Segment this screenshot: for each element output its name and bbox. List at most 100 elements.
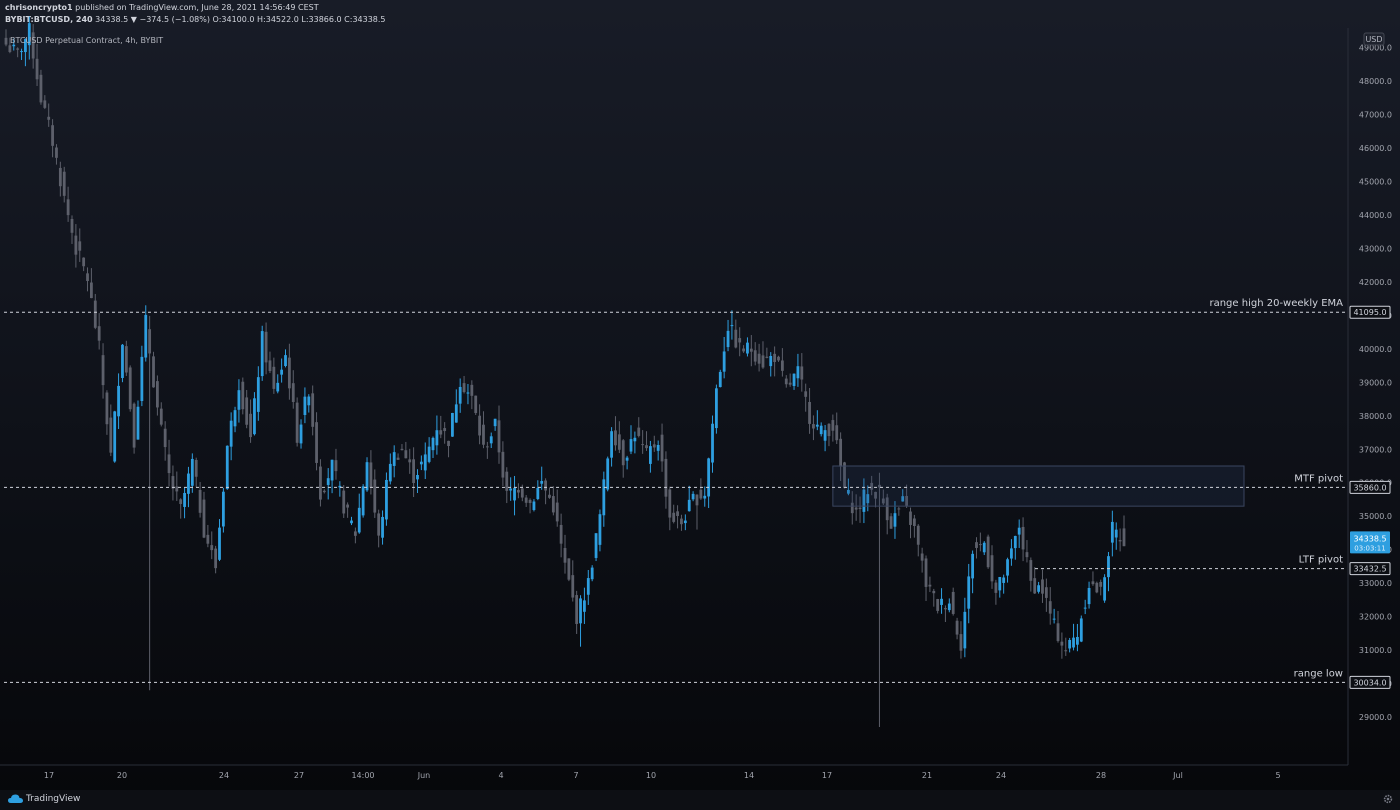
- candle: [416, 469, 419, 494]
- levels-layer: range high 20-weekly EMA MTF pivot LTF piv…: [4, 298, 1346, 683]
- time-axis[interactable]: 17 20 24 27 14:00 Jun 4 7 10 14 17 21 24 28 Jul 5: [0, 764, 1348, 780]
- candle: [517, 483, 520, 499]
- candle-body: [51, 125, 54, 146]
- candle: [994, 579, 998, 605]
- candle-body: [975, 542, 978, 548]
- candle-body: [78, 241, 82, 251]
- candle: [1033, 567, 1037, 594]
- candle-body: [396, 457, 400, 460]
- candle-body: [311, 393, 315, 427]
- candle: [971, 550, 975, 594]
- candle: [780, 348, 784, 377]
- candle: [916, 524, 920, 557]
- candle: [707, 457, 711, 509]
- candle: [90, 268, 93, 299]
- candle: [256, 366, 260, 421]
- candle: [326, 468, 330, 500]
- candle: [62, 166, 66, 203]
- candle: [905, 484, 909, 508]
- candle: [171, 465, 175, 501]
- candle-body: [155, 381, 159, 408]
- candle: [555, 489, 559, 527]
- candle: [536, 480, 540, 501]
- candlestick-chart[interactable]: range high 20-weekly EMA MTF pivot LTF piv…: [0, 0, 1400, 790]
- x-tick-label: 24: [996, 771, 1006, 780]
- candle-body: [392, 452, 396, 466]
- candle: [272, 357, 276, 394]
- candle: [815, 410, 819, 431]
- candle: [353, 527, 357, 544]
- candle: [695, 494, 699, 530]
- candle-body: [284, 355, 287, 367]
- candle-body: [590, 567, 594, 580]
- candle-body: [947, 603, 951, 611]
- candle-body: [714, 388, 718, 429]
- footer-bar: TradingView: [0, 790, 1400, 810]
- candle: [551, 486, 555, 516]
- candle-body: [1044, 587, 1048, 598]
- candle-body: [1052, 618, 1056, 620]
- candle-body: [443, 428, 447, 432]
- candle: [936, 598, 940, 614]
- candle-body: [27, 23, 31, 46]
- candle-body: [520, 488, 524, 498]
- candle-body: [668, 489, 672, 518]
- candle: [377, 509, 381, 548]
- y-tick-label: 44000.0: [1359, 211, 1392, 220]
- down-arrow-icon: ▼: [130, 15, 137, 24]
- candle: [571, 560, 575, 602]
- level-label: range high 20-weekly EMA: [1209, 298, 1343, 309]
- candle: [408, 448, 412, 474]
- candle: [74, 224, 78, 268]
- candle: [1064, 637, 1068, 656]
- candle-body: [621, 440, 625, 466]
- candle: [598, 509, 602, 552]
- candle: [645, 431, 648, 451]
- publisher-name[interactable]: chrisoncrypto1: [5, 3, 73, 12]
- candle-body: [466, 392, 470, 394]
- candle-body: [532, 501, 536, 510]
- gear-icon[interactable]: [1382, 793, 1394, 805]
- candle: [31, 24, 35, 69]
- candle: [214, 545, 218, 574]
- candle-body: [388, 463, 392, 482]
- candle: [284, 349, 287, 368]
- candle: [287, 343, 291, 400]
- candle-body: [1068, 639, 1072, 649]
- candle: [1087, 581, 1091, 609]
- candle-body: [291, 383, 295, 403]
- candle: [878, 472, 881, 727]
- x-tick-label: 17: [44, 771, 54, 780]
- candle-body: [1110, 521, 1114, 543]
- candle-body: [645, 445, 648, 449]
- candle-body: [594, 533, 598, 558]
- candle: [602, 471, 606, 527]
- candle: [311, 385, 315, 436]
- candle: [734, 319, 738, 349]
- candle: [850, 491, 854, 525]
- candle: [458, 378, 462, 413]
- candle-body: [458, 386, 462, 404]
- x-tick-label: 28: [1096, 771, 1106, 780]
- candle-body: [260, 331, 264, 377]
- tradingview-logo[interactable]: TradingView: [8, 794, 80, 804]
- candle: [346, 502, 350, 518]
- candle: [590, 565, 594, 582]
- candle: [493, 418, 497, 431]
- candle: [963, 597, 967, 658]
- candle-body: [858, 507, 862, 510]
- candle-body: [598, 514, 602, 545]
- candle: [827, 423, 831, 447]
- candle-body: [183, 492, 186, 507]
- candle-body: [544, 480, 547, 491]
- candle-body: [412, 459, 416, 484]
- cloud-icon: [8, 794, 23, 803]
- candle: [808, 388, 811, 434]
- candle-body: [555, 502, 559, 522]
- candle: [43, 95, 47, 110]
- price-axis[interactable]: 29000.030000.031000.032000.033000.034000…: [1347, 28, 1392, 765]
- candle: [862, 478, 866, 524]
- candle: [885, 493, 889, 535]
- y-tick-label: 45000.0: [1359, 178, 1392, 187]
- candle-body: [117, 385, 120, 417]
